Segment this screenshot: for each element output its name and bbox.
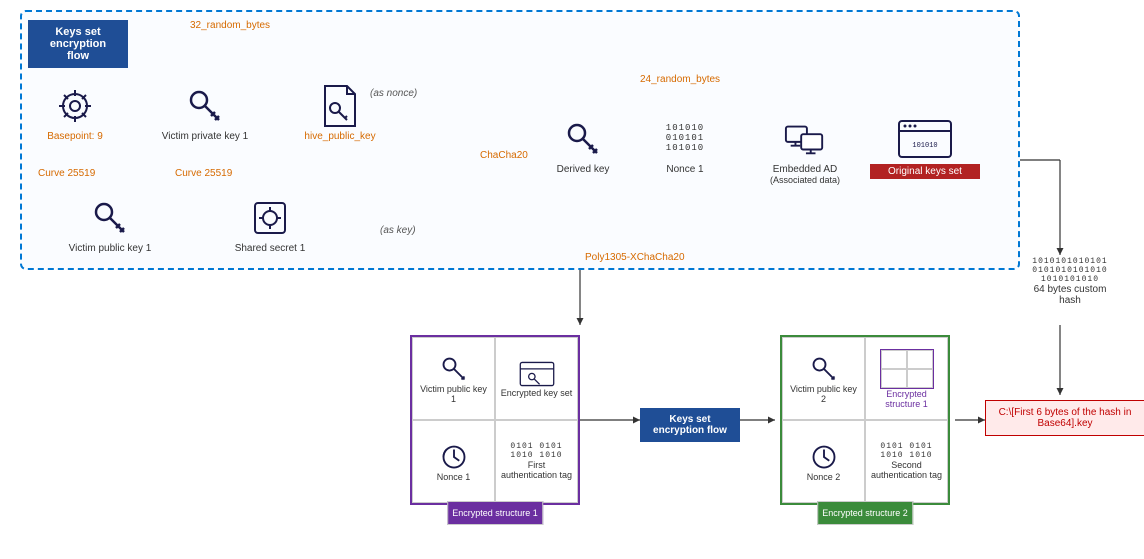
node-shared1: Shared secret 1 <box>230 197 310 254</box>
node-orig-keys: 101010 Original keys set <box>870 118 980 179</box>
cell-auth-tag2: 0101 01011010 1010 Second authentication… <box>865 420 948 503</box>
node-derived: Derived key <box>548 118 618 175</box>
cell-auth-tag1: 0101 01011010 1010 First authentication … <box>495 420 578 503</box>
label-curve2: Curve 25519 <box>175 168 232 179</box>
cell-nonce2: Nonce 2 <box>782 420 865 503</box>
key-icon <box>89 197 131 239</box>
screens-icon <box>784 118 826 160</box>
node-victim-pub1: Victim public key 1 <box>60 197 160 254</box>
key-icon <box>562 118 604 160</box>
label-rand24: 24_random_bytes <box>640 74 720 85</box>
cell-nonce1: Nonce 1 <box>412 420 495 503</box>
struct1-label: Encrypted structure 1 <box>447 501 543 525</box>
bits-icon: 101010010101101010 <box>664 118 706 160</box>
encrypted-structure-1: Victim public key 1 Encrypted key set No… <box>410 335 580 505</box>
label-as-key: (as key) <box>380 225 416 236</box>
document-key-icon <box>319 85 361 127</box>
cell-victim-pub2: Victim public key 2 <box>782 337 865 420</box>
struct2-label: Encrypted structure 2 <box>817 501 913 525</box>
label-chacha20: ChaCha20 <box>480 150 528 161</box>
node-embedded-ad: Embedded AD (Associated data) <box>760 118 850 186</box>
label-poly: Poly1305-XChaCha20 <box>585 252 685 263</box>
label-rand32: 32_random_bytes <box>190 20 270 31</box>
svg-text:101010: 101010 <box>912 142 937 150</box>
bits-icon: 101010101010101010101010101010101010 <box>1030 258 1110 284</box>
node-basepoint: Basepoint: 9 <box>40 85 110 142</box>
node-hive-pub: hive_public_key <box>300 85 380 142</box>
output-file-box: C:\[First 6 bytes of the hash in Base64]… <box>985 400 1144 436</box>
flow-title-badge: Keys set encryption flow <box>28 20 128 68</box>
node-nonce1: 101010010101101010 Nonce 1 <box>655 118 715 175</box>
cell-victim-pub1: Victim public key 1 <box>412 337 495 420</box>
cell-enc-struct1: Encrypted structure 1 <box>865 337 948 420</box>
key-icon <box>184 85 226 127</box>
gear-icon <box>54 85 96 127</box>
mid-flow-badge: Keys set encryption flow <box>640 408 740 442</box>
safe-icon <box>249 197 291 239</box>
label-curve1: Curve 25519 <box>38 168 95 179</box>
cell-enc-keyset: Encrypted key set <box>495 337 578 420</box>
node-hash64: 101010101010101010101010101010101010 64 … <box>1030 258 1110 306</box>
encrypted-structure-2: Victim public key 2 Encrypted structure … <box>780 335 950 505</box>
node-victim-priv1: Victim private key 1 <box>155 85 255 142</box>
window-icon: 101010 <box>897 118 953 160</box>
